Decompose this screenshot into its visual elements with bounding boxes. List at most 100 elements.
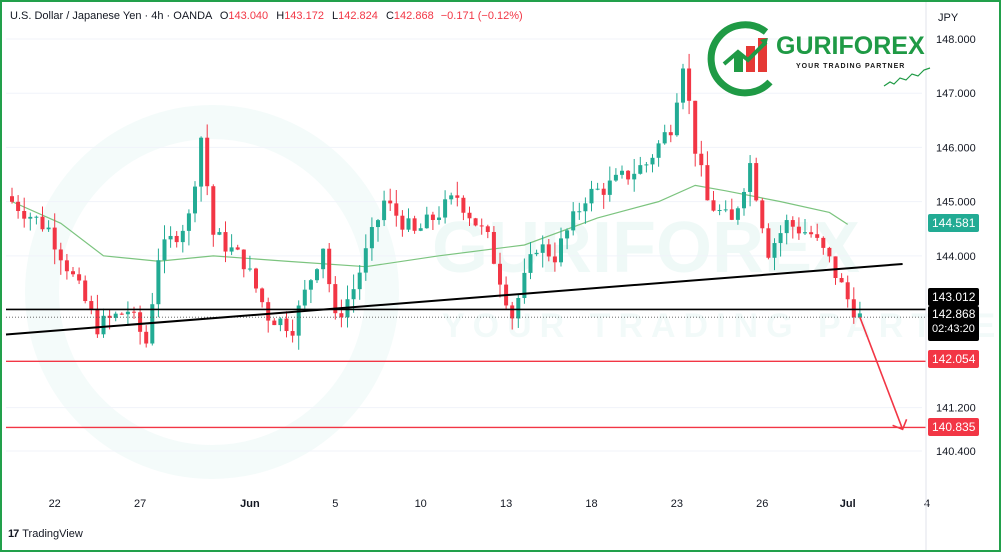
candle-body [577, 211, 582, 213]
logo-name: GURIFOREX [776, 32, 925, 60]
candle-body [601, 188, 606, 195]
candle-body [711, 200, 716, 211]
candle-body [857, 313, 862, 318]
candle-body [71, 271, 75, 275]
projection-arrow-head [892, 419, 908, 431]
candle-body [388, 200, 393, 204]
candle-body [546, 244, 551, 257]
candle-body [485, 226, 490, 232]
candle-body [748, 163, 753, 192]
price-axis[interactable]: 148.000 147.000 146.000 145.000 144.000 141.2… [925, 2, 976, 550]
time-tick-label: 10 [415, 498, 427, 510]
candle-body [83, 280, 88, 302]
candle-body [138, 312, 143, 332]
candle-body [290, 331, 295, 336]
candle-body [369, 227, 374, 249]
candle-body [193, 186, 197, 214]
time-tick-label: 18 [585, 498, 597, 510]
candle-body [40, 216, 45, 230]
candle-body [28, 216, 33, 219]
candle-body [315, 269, 319, 281]
watermark-ring [25, 105, 399, 479]
time-tick-label: 22 [49, 498, 61, 510]
grid [6, 38, 922, 452]
candle-body [424, 214, 429, 229]
candle-body [125, 311, 130, 315]
logo-emblem-icon [707, 21, 773, 97]
candle-body [107, 315, 112, 318]
candle-body [742, 191, 746, 209]
price-tick-label: 140.400 [936, 446, 976, 458]
candle-body [498, 263, 502, 285]
candle-body [552, 256, 557, 263]
bar-countdown: 02:43:20 [932, 323, 975, 335]
candle-body [772, 243, 777, 258]
open-value: 143.040 [228, 10, 269, 22]
time-tick-label: Jun [240, 498, 260, 510]
candle-body [461, 197, 466, 213]
candle-body [620, 170, 624, 175]
candle-body [333, 284, 338, 314]
candle-body [473, 218, 478, 226]
candle-body [626, 170, 631, 180]
candle-body [144, 331, 149, 344]
candle-body [321, 248, 326, 270]
time-axis[interactable]: 22 27 Jun 5 10 13 18 23 26 Jul 4 [49, 498, 930, 510]
candle-body [516, 298, 521, 319]
time-tick-label: 23 [671, 498, 683, 510]
candle-body [534, 252, 539, 255]
candle-body [595, 188, 600, 190]
last-price-value: 142.868 [932, 307, 976, 321]
high-label: H [276, 10, 285, 22]
low-label: L [332, 10, 339, 22]
candles [10, 53, 862, 350]
time-tick-label: 26 [756, 498, 768, 510]
candle-body [784, 220, 789, 234]
open-label: O [219, 10, 229, 22]
symbol-header[interactable]: U.S. Dollar / Japanese Yen · 4h · OANDA … [10, 10, 523, 22]
candle-body [845, 282, 850, 300]
candle-body [58, 249, 63, 261]
candle-body [632, 173, 637, 180]
candle-body [199, 137, 204, 187]
time-tick-label: 5 [332, 498, 338, 510]
candle-body [809, 232, 814, 235]
ma-price-label: 144.581 [928, 214, 980, 232]
candle-body [778, 233, 783, 244]
price-tick-label: 141.200 [936, 403, 976, 415]
candle-body [735, 208, 740, 220]
candle-body [796, 226, 801, 234]
candle-body [443, 199, 448, 218]
candle-body [851, 299, 856, 318]
candle-body [278, 318, 283, 326]
candle-body [296, 305, 301, 336]
price-tick-label: 145.000 [936, 197, 976, 209]
candle-body [607, 180, 612, 195]
candle-body [186, 213, 191, 231]
candle-body [729, 209, 734, 220]
candle-body [412, 218, 417, 231]
candle-body [308, 280, 313, 290]
drawings [5, 262, 926, 431]
candle-body [229, 247, 234, 252]
candle-body [754, 163, 759, 201]
candle-body [449, 195, 454, 200]
time-tick-label: Jul [840, 498, 856, 510]
candle-body [223, 232, 228, 252]
candle-body [406, 218, 411, 230]
brand-logo: GURIFOREX YOUR TRADING PARTNER [704, 20, 934, 98]
candle-body [16, 201, 21, 212]
tradingview-logo-icon: 17 [8, 528, 19, 540]
candle-body [674, 102, 679, 136]
time-tick-label: 4 [924, 498, 930, 510]
logo-mini-chart-icon [883, 67, 931, 87]
tradingview-footer[interactable]: 17 TradingView [8, 528, 83, 540]
candle-body [418, 228, 423, 231]
candle-body [571, 211, 576, 231]
candle-body [10, 196, 14, 202]
candle-body [254, 268, 258, 289]
candle-body [705, 165, 710, 201]
projection-arrow [859, 316, 904, 430]
